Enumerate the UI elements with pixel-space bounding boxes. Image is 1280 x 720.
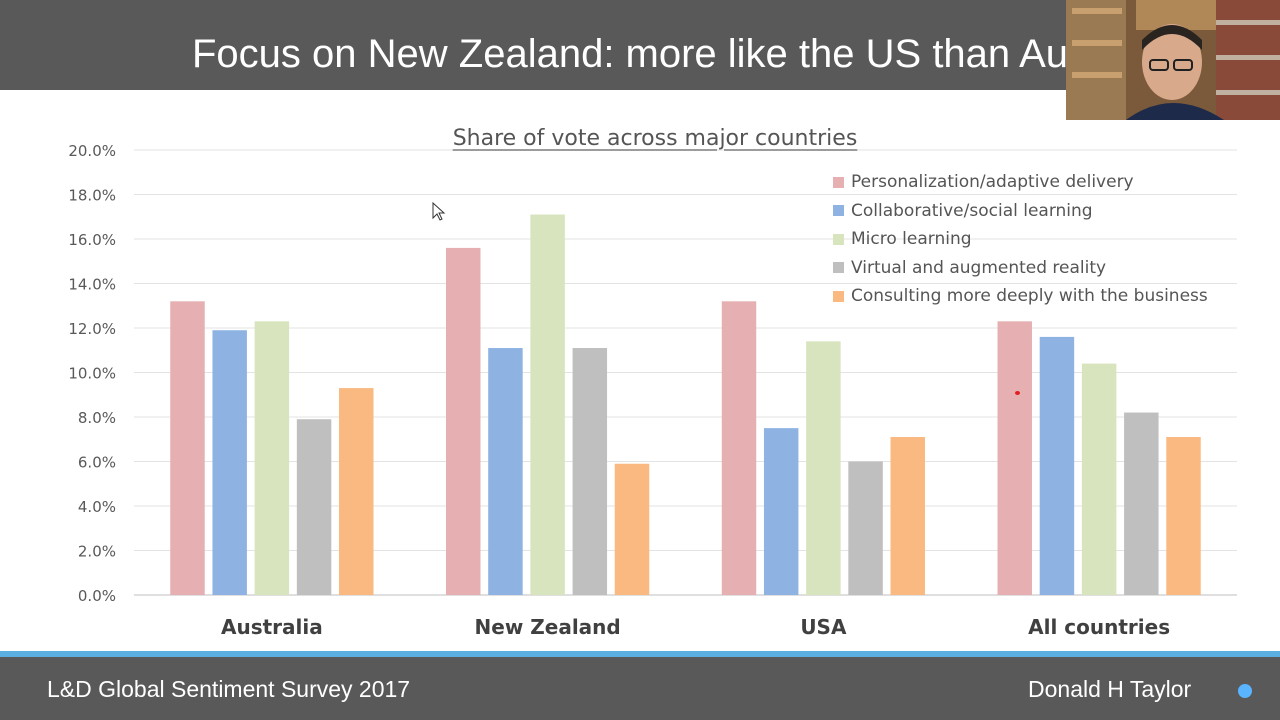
footer-bar: [0, 657, 1280, 720]
bar: [1124, 412, 1159, 595]
legend-swatch: [833, 176, 844, 188]
bar: [614, 463, 650, 595]
x-tick-label: USA: [800, 615, 847, 639]
bar: [1039, 336, 1075, 595]
y-tick-label: 2.0%: [78, 543, 116, 561]
webcam-video: [1066, 0, 1280, 120]
y-tick-label: 0.0%: [78, 587, 116, 605]
x-axis-labels: Australia New Zealand USA All countries: [221, 615, 1170, 639]
bar: [997, 321, 1032, 595]
legend-item-micro-learning: Micro learning: [833, 225, 1208, 254]
y-tick-label: 4.0%: [78, 498, 116, 516]
footer-survey-title: L&D Global Sentiment Survey 2017: [47, 676, 411, 702]
legend-swatch: [833, 233, 844, 245]
legend-label: Personalization/adaptive delivery: [851, 172, 1134, 193]
y-tick-label: 18.0%: [68, 187, 116, 205]
y-axis-ticks: 0.0% 2.0% 4.0% 6.0% 8.0% 10.0% 12.0% 14.0% 16.0%…: [68, 142, 116, 605]
bar: [890, 437, 925, 595]
y-tick-label: 20.0%: [68, 142, 116, 160]
footer-presenter-name: Donald H Taylor: [1028, 676, 1192, 702]
legend-item-collaborative: Collaborative/social learning: [833, 197, 1208, 226]
bar: [721, 301, 757, 595]
chart-title: Share of vote across major countries: [452, 126, 858, 151]
x-tick-label: New Zealand: [475, 615, 621, 639]
bar: [763, 428, 799, 595]
legend: Personalization/adaptive delivery Collab…: [833, 168, 1208, 311]
bar: [488, 348, 523, 595]
bar: [1166, 437, 1201, 595]
bar: [848, 461, 883, 595]
slide-title: Focus on New Zealand: more like the US t…: [191, 32, 1088, 76]
status-dot-icon: [1238, 684, 1252, 698]
laser-pointer-dot: [1015, 391, 1020, 395]
legend-swatch: [833, 262, 844, 274]
bar: [1081, 363, 1117, 595]
legend-label: Micro learning: [851, 229, 972, 250]
footer-accent-line: [0, 651, 1280, 657]
y-tick-label: 6.0%: [78, 454, 116, 472]
legend-swatch: [833, 205, 844, 217]
bar: [254, 321, 290, 595]
legend-item-consulting: Consulting more deeply with the business: [833, 282, 1208, 311]
legend-swatch: [833, 290, 844, 302]
y-tick-label: 12.0%: [68, 320, 116, 338]
x-tick-label: Australia: [221, 615, 323, 639]
legend-item-virtual-reality: Virtual and augmented reality: [833, 254, 1208, 283]
x-tick-label: All countries: [1028, 615, 1170, 639]
bar: [446, 247, 481, 595]
bar: [806, 341, 841, 595]
bar: [530, 214, 565, 595]
legend-label: Collaborative/social learning: [851, 200, 1093, 221]
y-tick-label: 14.0%: [68, 276, 116, 294]
legend-item-personalization: Personalization/adaptive delivery: [833, 168, 1208, 197]
bar: [572, 348, 608, 595]
bar: [170, 301, 205, 595]
bar: [212, 330, 247, 595]
legend-label: Consulting more deeply with the business: [851, 286, 1208, 307]
bars: [170, 214, 1201, 595]
y-tick-label: 16.0%: [68, 231, 116, 249]
mouse-pointer-icon: [432, 201, 446, 227]
y-tick-label: 10.0%: [68, 365, 116, 383]
bar: [296, 419, 332, 595]
legend-label: Virtual and augmented reality: [851, 257, 1107, 278]
y-tick-label: 8.0%: [78, 409, 116, 427]
bar: [339, 388, 374, 595]
